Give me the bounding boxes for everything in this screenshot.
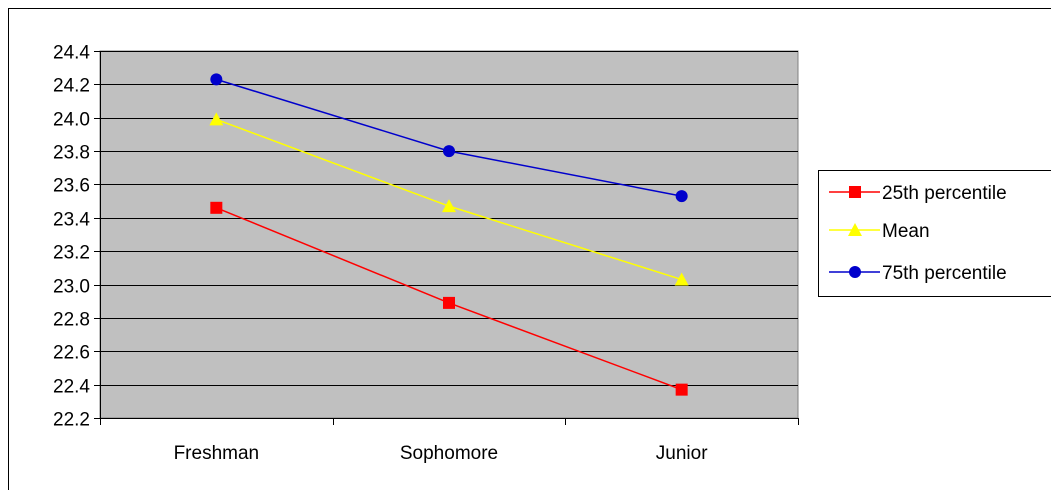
plot-area xyxy=(99,50,799,419)
legend-item: Mean xyxy=(829,221,930,242)
x-tick-label: Freshman xyxy=(174,443,260,464)
y-tick-label: 23.4 xyxy=(53,210,90,231)
series-25th-percentile xyxy=(210,201,688,396)
legend-marker-circle xyxy=(849,266,861,278)
data-point-triangle xyxy=(674,272,689,286)
y-tick-label: 24.2 xyxy=(53,76,90,97)
y-tick-label: 22.8 xyxy=(53,310,90,331)
data-point-square xyxy=(675,383,688,396)
series-75th-percentile xyxy=(210,73,688,203)
legend: 25th percentile Mean 75th percentile xyxy=(818,170,1051,297)
y-tick-label: 23.2 xyxy=(53,243,90,264)
legend-marker-triangle xyxy=(848,223,862,236)
x-tick-label: Junior xyxy=(656,443,708,464)
y-tick-label: 23.6 xyxy=(53,176,90,197)
y-tick-label: 24.4 xyxy=(53,43,90,64)
data-point-triangle xyxy=(442,199,456,213)
y-tick-label: 23.0 xyxy=(53,277,90,298)
data-point-circle xyxy=(675,190,688,203)
y-tick-label: 22.2 xyxy=(53,410,90,431)
y-tick-label: 23.8 xyxy=(53,143,90,164)
data-point-circle xyxy=(443,145,455,158)
data-point-square xyxy=(210,201,223,214)
y-tick-label: 24.0 xyxy=(53,110,90,131)
axes: 22.2 22.4 22.6 22.8 23.0 23.2 23.4 23.6 23.8 24.0… xyxy=(53,43,799,464)
series-mean xyxy=(209,112,689,286)
y-tick-label: 22.4 xyxy=(53,377,90,398)
legend-label: Mean xyxy=(882,221,930,242)
series xyxy=(209,73,689,396)
legend-label: 25th percentile xyxy=(882,183,1007,204)
data-point-square xyxy=(443,296,455,309)
legend-item: 75th percentile xyxy=(829,263,1007,284)
y-tick-label: 22.6 xyxy=(53,343,90,364)
data-point-triangle xyxy=(209,112,224,126)
legend-label: 75th percentile xyxy=(882,263,1007,284)
data-point-circle xyxy=(210,73,223,86)
legend-item: 25th percentile xyxy=(829,183,1007,204)
x-tick-label: Sophomore xyxy=(400,443,498,464)
legend-marker-square xyxy=(849,186,861,198)
